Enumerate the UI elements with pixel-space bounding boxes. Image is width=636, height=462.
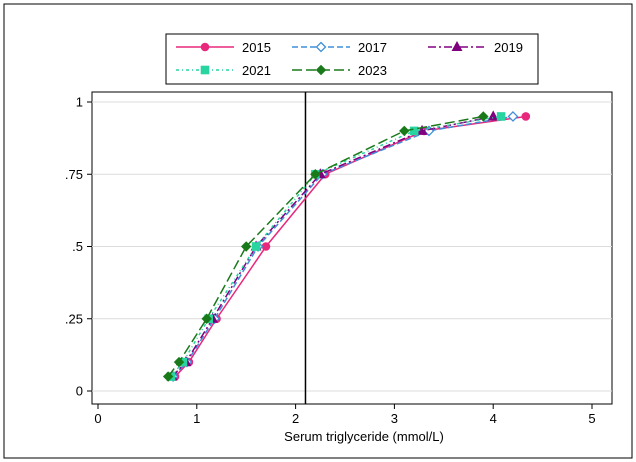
y-tick-label: 0	[76, 384, 83, 399]
x-tick-label: 2	[292, 411, 299, 426]
series-point-2023	[240, 241, 252, 252]
y-tick-label: 1	[76, 95, 83, 110]
series-point-2021	[496, 112, 506, 121]
series-point-2023	[162, 371, 174, 382]
series-point-2017	[507, 111, 519, 122]
legend-label-2021: 2021	[242, 63, 271, 78]
series-point-2021	[409, 126, 419, 136]
x-tick-label: 5	[588, 411, 595, 426]
series-point-2023	[310, 169, 321, 180]
legend-marker-2023	[315, 64, 327, 76]
x-tick-label: 0	[94, 411, 101, 426]
series-point-2023	[399, 125, 410, 137]
x-tick-label: 1	[193, 411, 200, 426]
series-point-2023	[201, 313, 212, 324]
series-point-2023	[478, 111, 489, 122]
y-tick-label: .75	[65, 167, 83, 182]
series-point-2015	[521, 112, 531, 121]
legend-label-2017: 2017	[358, 40, 387, 55]
series-point-2023	[173, 356, 185, 368]
legend-marker-2021	[200, 65, 210, 75]
legend-label-2019: 2019	[494, 40, 523, 55]
x-axis-title: Serum triglyceride (mmol/L)	[284, 429, 444, 444]
outer-frame	[3, 3, 633, 459]
y-tick-label: .25	[65, 311, 83, 326]
x-tick-label: 3	[391, 411, 398, 426]
legend-label-2015: 2015	[242, 40, 271, 55]
legend-box	[165, 33, 539, 85]
legend-label-2023: 2023	[358, 63, 387, 78]
legend-marker-2017	[315, 41, 327, 53]
legend-marker-2019	[451, 40, 463, 51]
legend-marker-2015	[200, 42, 210, 52]
y-tick-label: .5	[72, 239, 83, 254]
plot-area	[91, 91, 613, 405]
series-point-2021	[251, 242, 261, 251]
x-tick-label: 4	[490, 411, 497, 426]
series-point-2019	[487, 110, 499, 121]
